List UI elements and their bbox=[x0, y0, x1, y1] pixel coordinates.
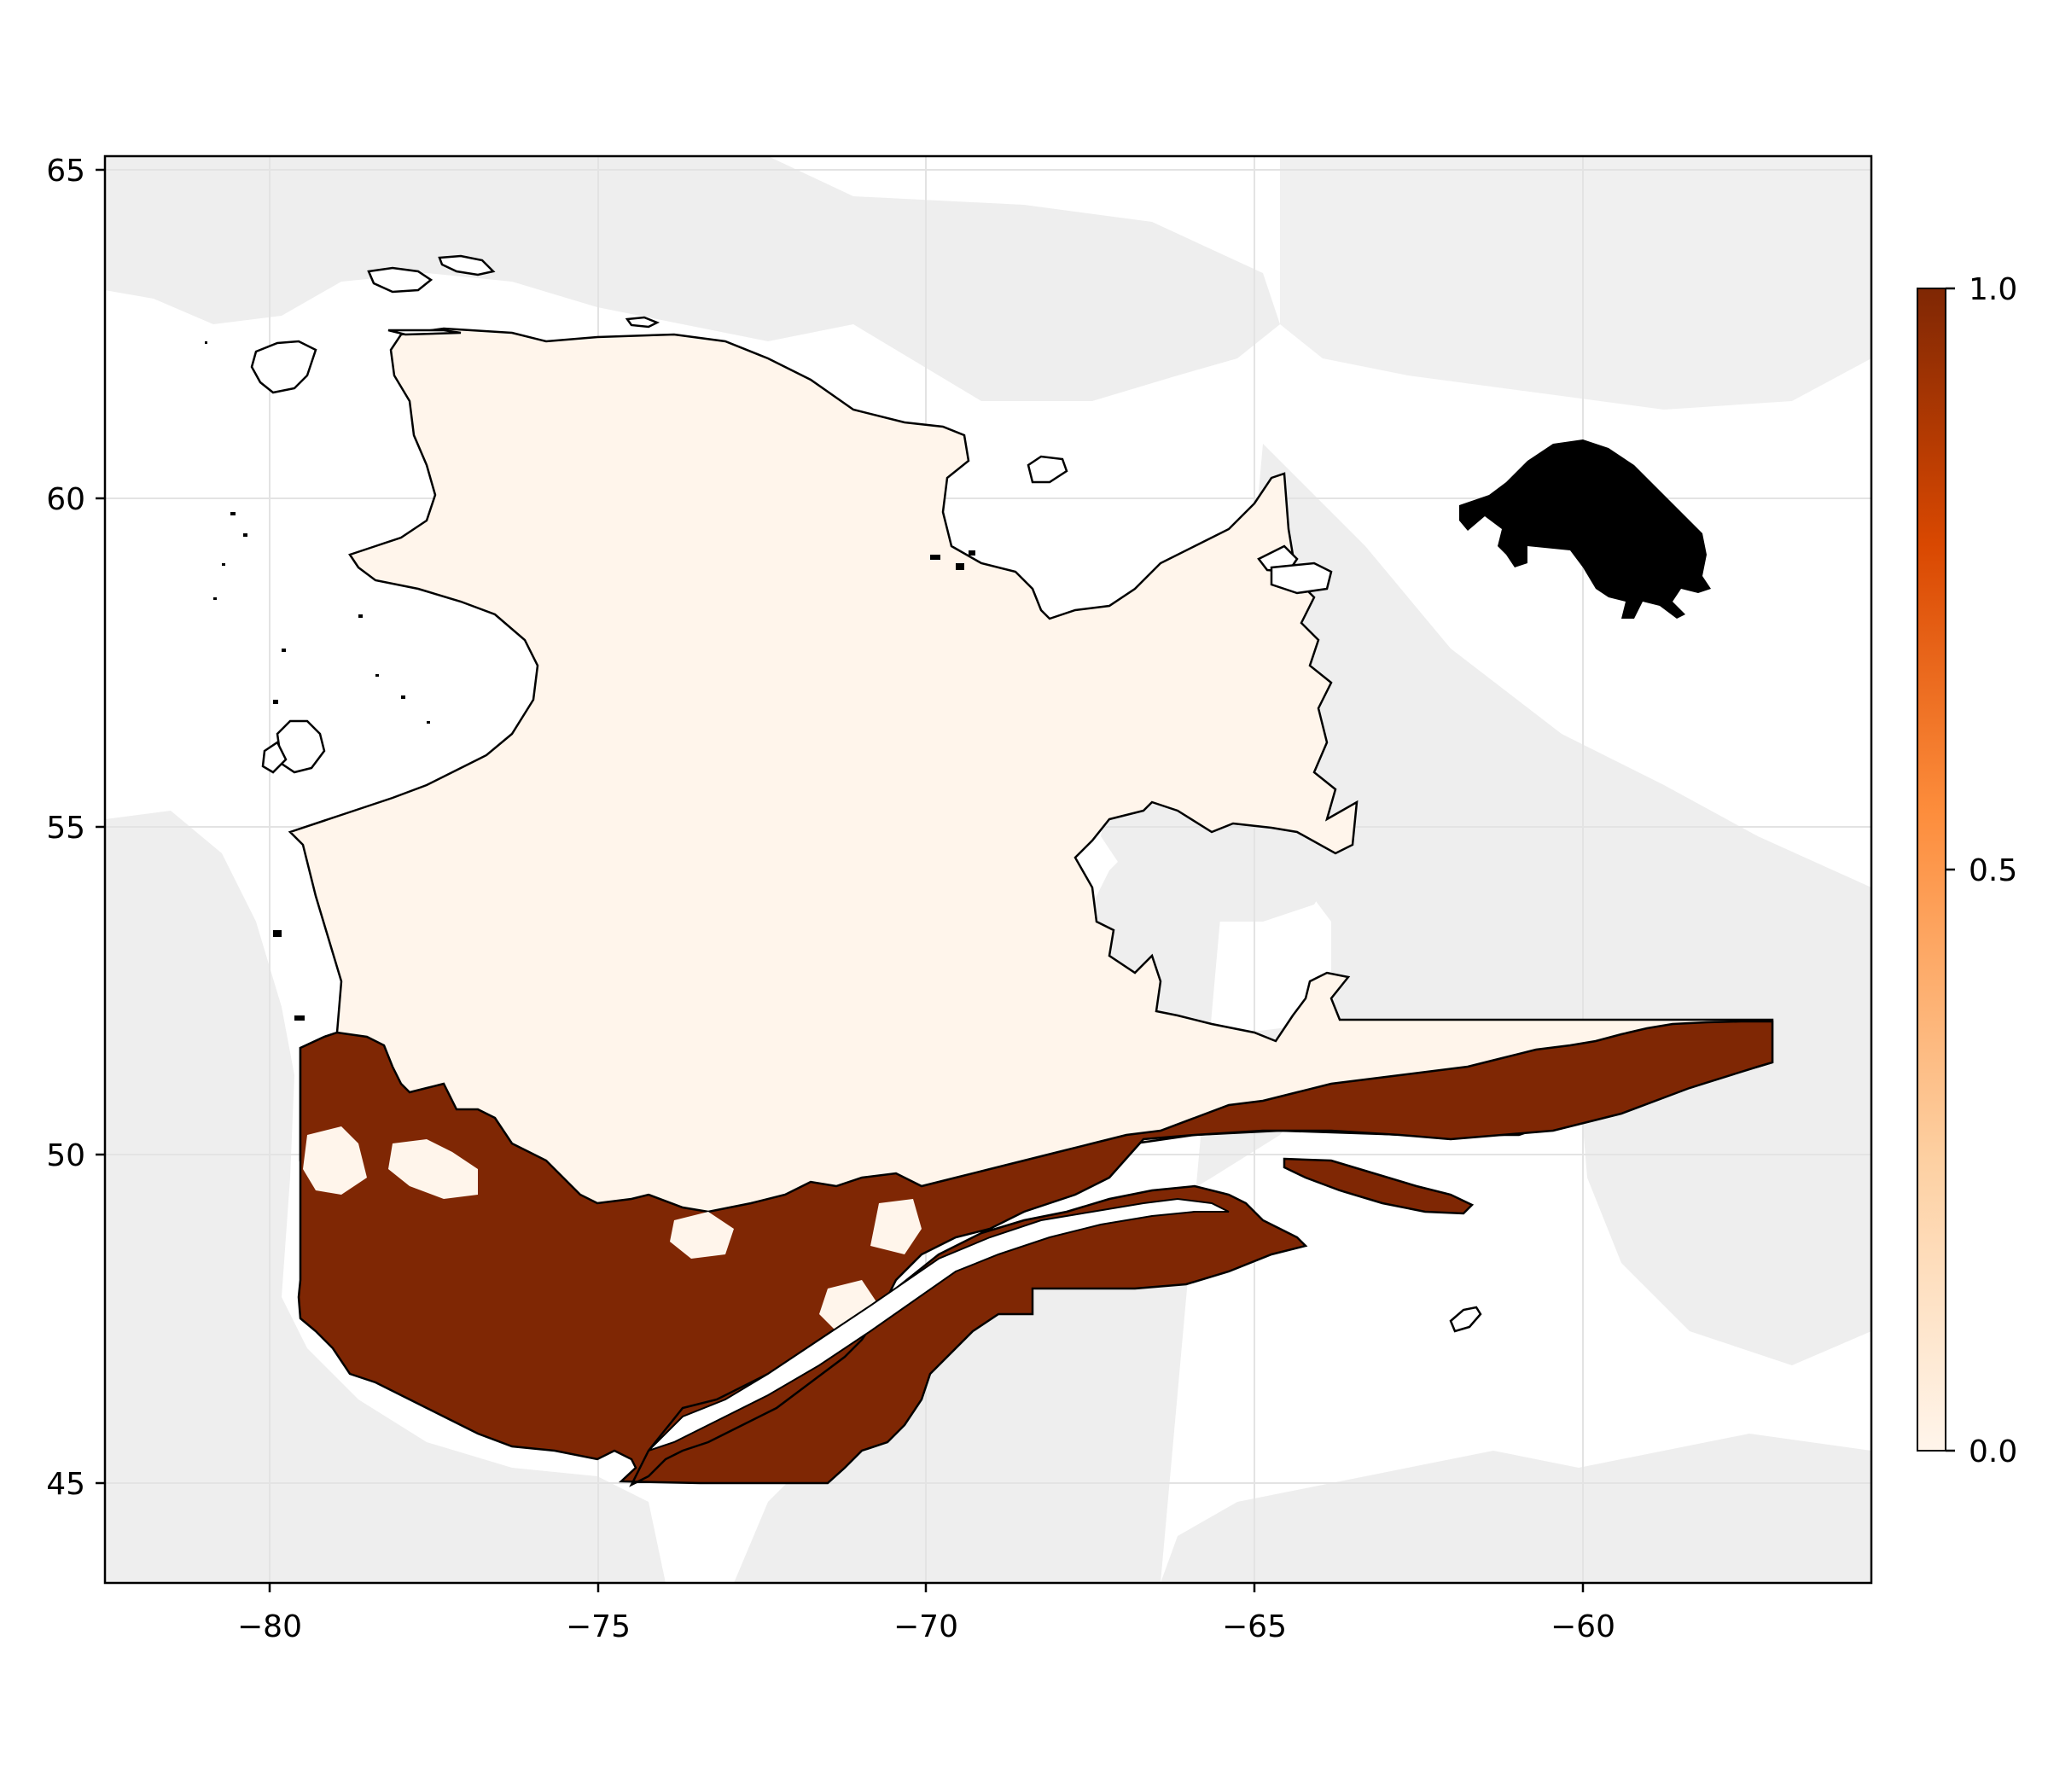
island-anticosti bbox=[1283, 1157, 1475, 1215]
y-tick-label: 50 bbox=[46, 1138, 85, 1173]
x-tick-label: −65 bbox=[1222, 1609, 1287, 1644]
x-ticks bbox=[268, 1583, 1585, 1592]
colorbar bbox=[1917, 288, 1946, 1452]
x-tick-label: −70 bbox=[893, 1609, 958, 1644]
scattered-islets bbox=[205, 341, 975, 1021]
y-ticks bbox=[96, 168, 105, 1485]
colorbar-ticks bbox=[1946, 287, 1955, 1452]
island-small bbox=[1449, 1306, 1482, 1333]
y-tick-label: 55 bbox=[46, 811, 85, 846]
y-tick-label: 65 bbox=[46, 154, 85, 189]
region-low-value bbox=[288, 327, 1774, 1307]
x-tick-label: −60 bbox=[1551, 1609, 1615, 1644]
x-tick-label: −80 bbox=[237, 1609, 302, 1644]
region-high-value bbox=[297, 1020, 1774, 1487]
x-tick-label: −75 bbox=[566, 1609, 631, 1644]
y-tick-label: 45 bbox=[46, 1467, 85, 1502]
river-channel bbox=[648, 1197, 1230, 1452]
high-region-gaps bbox=[303, 1126, 922, 1331]
colorbar-tick-label: 0.5 bbox=[1969, 853, 2017, 888]
mammal-silhouette-icon bbox=[1459, 439, 1711, 619]
colorbar-tick-label: 1.0 bbox=[1969, 272, 2017, 307]
y-tick-label: 60 bbox=[46, 482, 85, 517]
plot-border bbox=[103, 154, 1873, 1585]
colorbar-tick-label: 0.0 bbox=[1969, 1434, 2017, 1469]
northern-islands bbox=[250, 254, 1333, 774]
